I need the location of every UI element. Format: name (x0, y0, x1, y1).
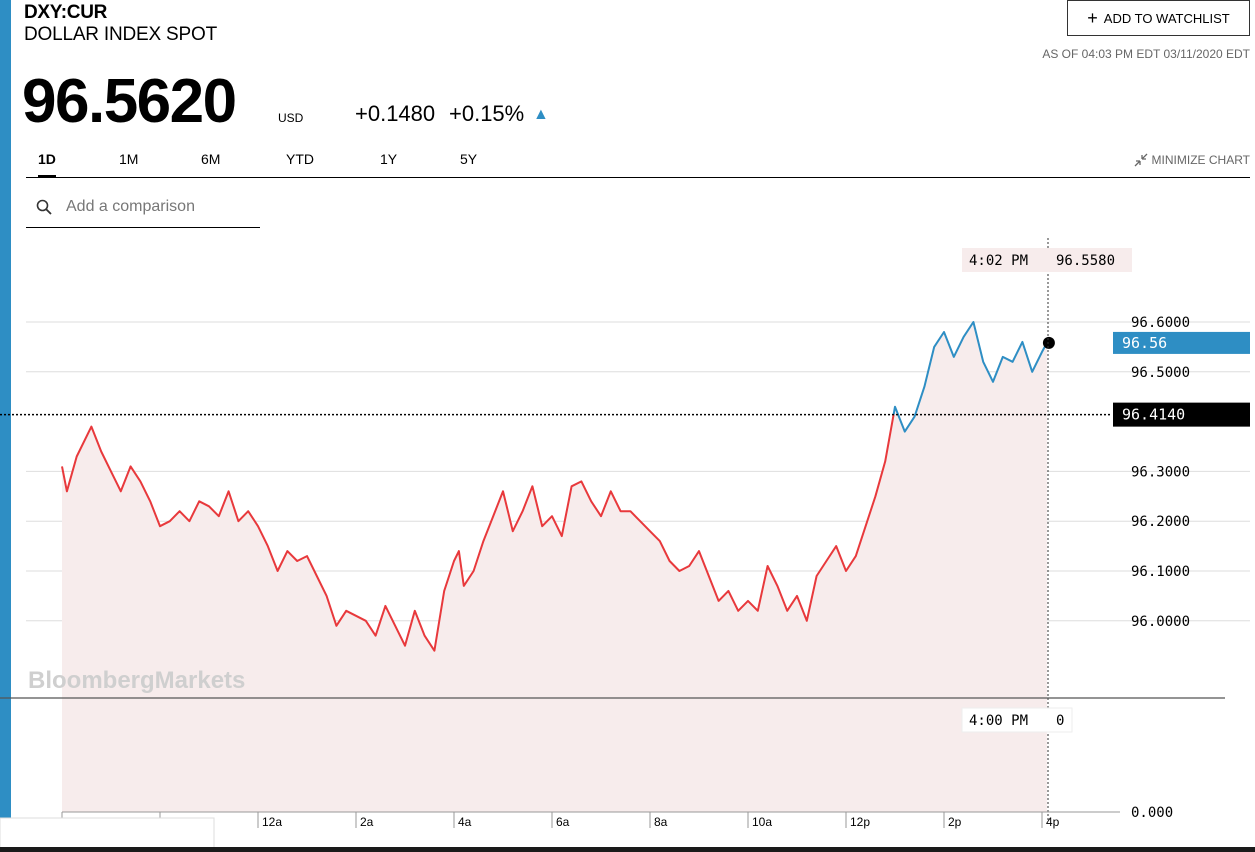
x-tick-label: 12p (850, 815, 870, 829)
volume-crosshair-box (961, 707, 1073, 733)
last-price: 96.5620 (22, 67, 237, 136)
volume-axis-label: 0.000 (1131, 805, 1173, 821)
bloomberg-watermark: BloombergMarkets (28, 667, 245, 694)
x-tick-label: 12a (262, 815, 282, 829)
comparison-search (26, 187, 260, 228)
x-tick-label: 6a (556, 815, 570, 829)
tab-1m[interactable]: 1M (119, 151, 139, 167)
y-tick-label: 96.5000 (1131, 365, 1190, 381)
crosshair-value: 96.5580 (1056, 253, 1115, 269)
tab-ytd[interactable]: YTD (286, 151, 314, 167)
minimize-icon (1134, 153, 1148, 167)
previous-close-label: 96.4140 (1122, 406, 1185, 424)
minimize-chart-button[interactable]: MINIMIZE CHART (1134, 153, 1250, 167)
search-icon (36, 199, 52, 215)
crosshair-box (962, 248, 1132, 272)
price-line-below-close (61, 414, 895, 652)
bottom-overlay (0, 817, 215, 847)
y-tick-label: 96.2000 (1131, 514, 1190, 530)
volume-crosshair-value: 0 (1056, 713, 1064, 729)
previous-close-label-bg (1113, 402, 1250, 427)
up-triangle-icon: ▲ (533, 106, 549, 123)
tab-1d[interactable]: 1D (38, 151, 56, 178)
tab-5y[interactable]: 5Y (460, 151, 478, 167)
bottom-strip (0, 847, 1255, 852)
x-tick-label: 4a (458, 815, 472, 829)
price-area-fill (62, 322, 1047, 812)
price-change: +0.1480 (355, 101, 436, 126)
x-tick-label: 10a (752, 815, 772, 829)
tab-6m[interactable]: 6M (201, 151, 221, 167)
comparison-input[interactable] (64, 197, 258, 217)
plus-icon: + (1087, 8, 1098, 28)
left-accent-bar (0, 0, 11, 852)
last-price-dot (1042, 336, 1055, 349)
price-change-percent: +0.15% (449, 101, 525, 126)
instrument-name: DOLLAR INDEX SPOT (24, 24, 217, 45)
y-tick-label: 96.1000 (1131, 564, 1190, 580)
ticker-symbol: DXY:CUR (24, 2, 108, 23)
last-price-label: 96.56 (1122, 334, 1167, 352)
crosshair-time: 4:02 PM (969, 253, 1028, 269)
x-tick-label: 4p (1046, 815, 1060, 829)
price-line-above-close (892, 321, 1048, 433)
watchlist-label: ADD TO WATCHLIST (1103, 10, 1230, 26)
currency-label: USD (278, 111, 304, 125)
y-tick-label: 96.6000 (1131, 315, 1190, 331)
x-tick-label: 2a (360, 815, 374, 829)
x-tick-label: 8a (654, 815, 668, 829)
y-tick-label: 96.3000 (1131, 464, 1190, 480)
tab-1y[interactable]: 1Y (380, 151, 398, 167)
as-of-timestamp: AS OF 04:03 PM EDT 03/11/2020 EDT (1042, 47, 1250, 61)
minimize-chart-label: MINIMIZE CHART (1151, 153, 1250, 167)
price-chart[interactable]: 96.4140 96.6000 96.5000 96.3000 96.2000 96.10… (0, 230, 1255, 847)
volume-crosshair-time: 4:00 PM (969, 713, 1028, 729)
add-to-watchlist-button[interactable]: + ADD TO WATCHLIST (1067, 0, 1250, 36)
y-tick-label: 96.0000 (1131, 614, 1190, 630)
x-tick-label: 2p (948, 815, 962, 829)
last-price-label-bg (1113, 331, 1250, 354)
timeframe-tabs: 1D 1M 6M YTD 1Y 5Y MINIMIZE CHART (26, 145, 1250, 178)
